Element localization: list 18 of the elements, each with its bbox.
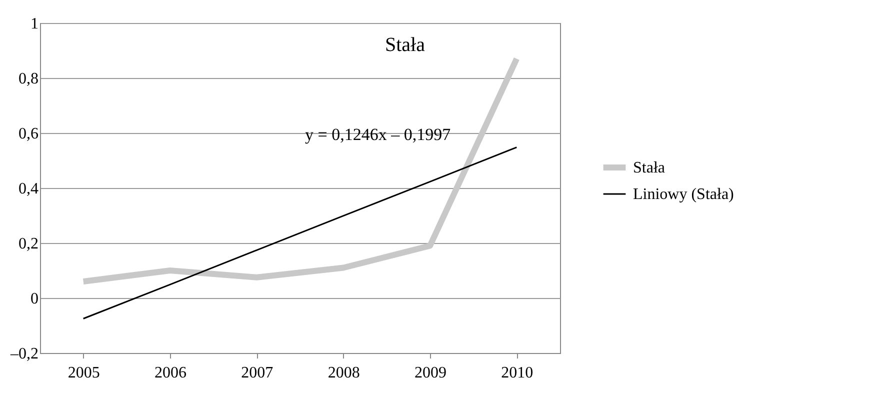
x-tick-label: 2007 [241,364,274,382]
y-tick-label: 0,6 [18,126,38,142]
legend-label: Liniowy (Stała) [633,186,734,203]
x-tick-label: 2005 [68,364,100,382]
y-tick-label: 0,8 [18,70,38,88]
y-tick-label: –0,2 [10,346,38,362]
legend-label: Stała [633,160,665,176]
x-tick-label: 2006 [154,364,186,382]
x-tick-label: 2008 [328,364,360,382]
x-tick-label: 2009 [414,364,446,382]
y-tick-label: 1 [30,16,38,32]
y-tick-label: 0 [30,290,38,308]
y-tick-label: 0,4 [18,180,38,198]
line-series [82,146,518,320]
annotation: y = 0,1246x – 0,1997 [305,125,452,144]
text: Stała [385,34,426,56]
x-tick-label: 2010 [501,364,534,382]
y-tick-label: 0,2 [18,236,38,252]
